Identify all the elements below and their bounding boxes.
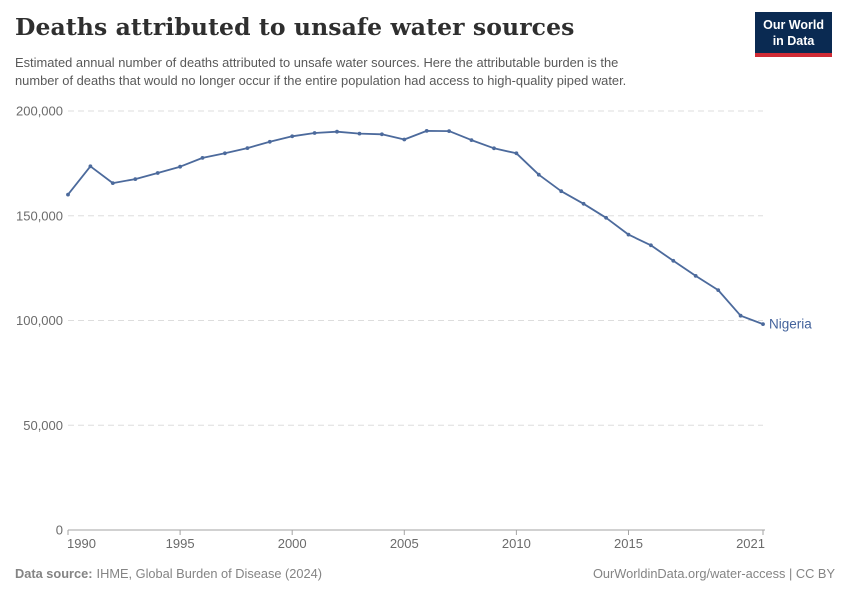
data-point [402,137,407,142]
series-label-nigeria: Nigeria [769,317,812,332]
subtitle-line-2: number of deaths that would no longer oc… [15,73,627,89]
x-tick-label: 1990 [67,536,96,551]
data-point [133,177,138,181]
data-point [312,131,317,135]
data-point [88,164,93,169]
data-point [223,151,227,156]
data-point [514,151,519,156]
data-point [155,171,160,175]
subtitle-line-1: Estimated annual number of deaths attrib… [15,55,619,70]
y-tick-label: 150,000 [16,208,63,223]
owid-logo-line1: Our World [763,18,824,32]
trend-line [67,130,764,325]
data-point [559,189,564,194]
data-point [536,172,541,177]
data-point [245,146,250,150]
chart-subtitle: Estimated annual number of deaths attrib… [15,54,760,91]
footer-link[interactable]: OurWorldinData.org/water-access | CC BY [592,566,835,581]
x-tick-label: 1995 [166,536,195,551]
data-point [335,129,339,134]
data-point [492,146,496,151]
data-point [716,288,721,292]
data-source: Data source: IHME, Global Burden of Disea… [15,566,322,581]
data-point [671,258,676,263]
data-point [66,192,70,197]
data-point [200,156,205,160]
data-point [649,243,653,248]
owid-logo-line2: in Data [772,34,815,48]
x-tick-label: 2021 [736,536,765,551]
x-tick-label: 2000 [278,536,307,551]
line-chart: 0 50,000 100,000 150,000 200,000 1990 1995 2000… [16,104,812,552]
y-tick-label: 0 [56,523,63,538]
data-point [469,138,474,142]
data-point [267,139,272,144]
y-tick-label: 100,000 [16,313,63,328]
data-point [357,131,362,136]
data-point [738,313,743,318]
data-point [447,129,451,133]
data-point [693,274,698,278]
data-point [110,181,115,185]
data-point [761,322,765,326]
chart-footer: Data source: IHME, Global Burden of Disea… [15,566,835,581]
data-point [424,129,429,133]
y-tick-label: 50,000 [23,418,63,433]
x-tick-label: 2005 [390,536,419,551]
data-point [604,215,608,220]
owid-logo[interactable]: Our World in Data [755,12,832,57]
data-point [581,201,586,206]
data-source-value: IHME, Global Burden of Disease (2024) [96,566,323,581]
page-title: Deaths attributed to unsafe water source… [15,13,575,41]
x-tick-label: 2010 [502,536,531,551]
y-tick-label: 200,000 [16,104,63,119]
data-source-label: Data source: [15,566,93,581]
data-point [380,132,384,137]
x-tick-label: 2015 [614,536,643,551]
data-point [178,164,183,169]
data-point [290,134,295,139]
data-point [626,232,631,237]
